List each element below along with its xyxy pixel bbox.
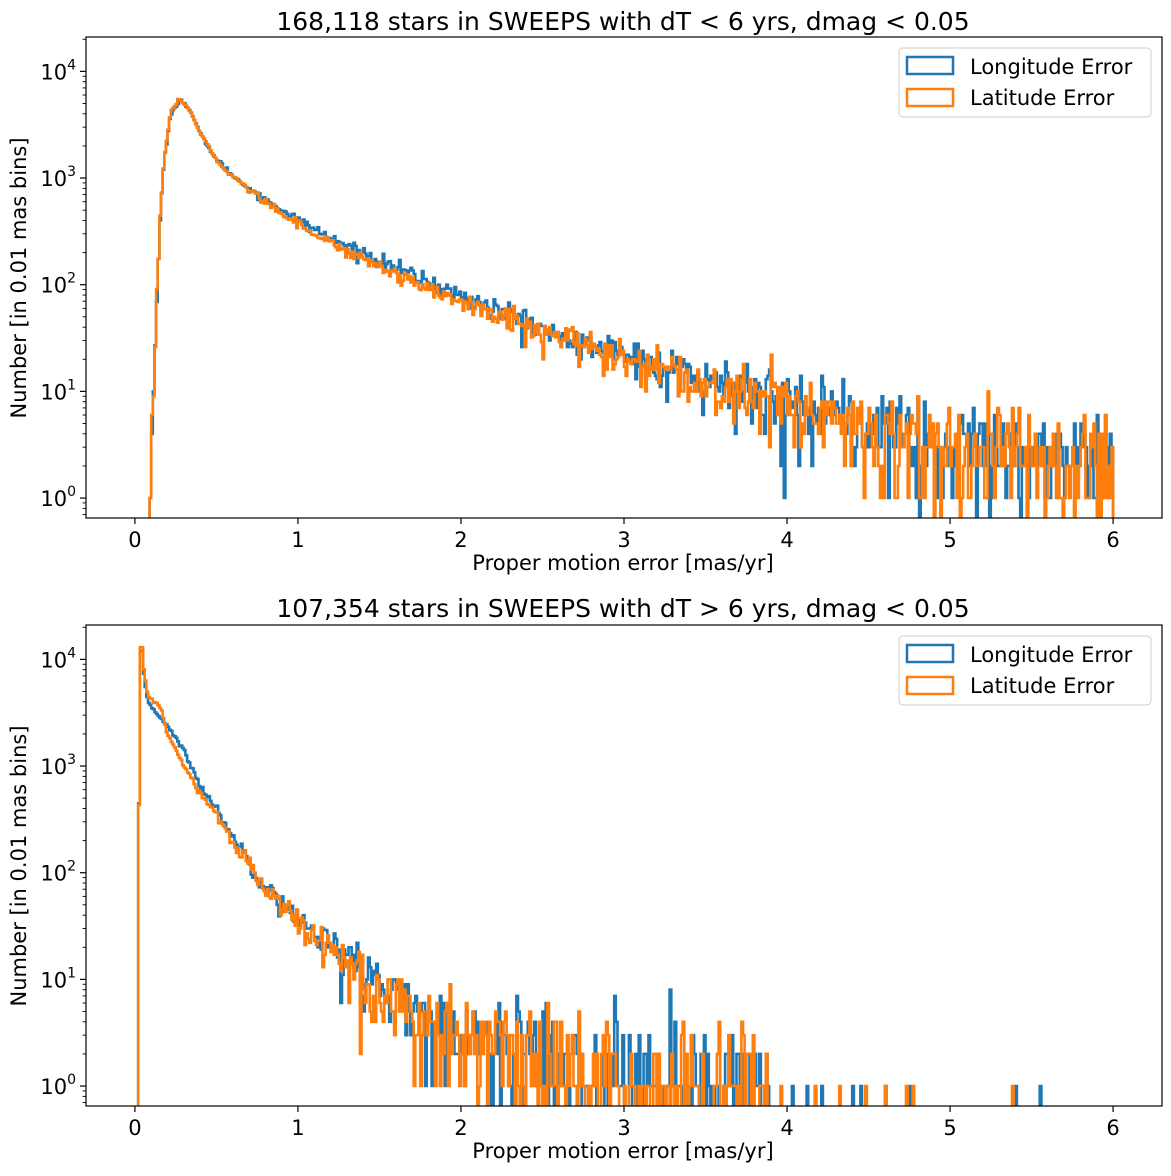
histogram-step-latitude bbox=[148, 97, 1115, 518]
legend: Longitude Error Latitude Error bbox=[898, 635, 1152, 706]
y-tick-label: 101 bbox=[40, 377, 76, 404]
legend-frame bbox=[898, 635, 1152, 706]
y-tick-label: 102 bbox=[40, 271, 76, 298]
x-tick-label: 2 bbox=[454, 1116, 467, 1140]
x-tick-label: 1 bbox=[291, 528, 304, 552]
legend-swatch-latitude bbox=[905, 87, 955, 108]
legend-frame bbox=[898, 47, 1152, 118]
y-tick-label: 102 bbox=[40, 859, 76, 886]
legend-label-latitude: Latitude Error bbox=[970, 86, 1115, 110]
legend-swatch-longitude bbox=[905, 55, 955, 76]
histogram-series-group bbox=[148, 97, 1115, 518]
x-tick-label: 1 bbox=[291, 1116, 304, 1140]
x-tick-label: 4 bbox=[780, 1116, 793, 1140]
x-tick-label: 0 bbox=[128, 1116, 141, 1140]
x-tick-label: 5 bbox=[943, 1116, 956, 1140]
y-tick-label: 100 bbox=[40, 484, 76, 511]
x-axis-label: Proper motion error [mas/yr] bbox=[472, 1139, 773, 1163]
y-tick-label: 103 bbox=[40, 752, 76, 779]
histogram-panel-1: 168,118 stars in SWEEPS with dT < 6 yrs,… bbox=[7, 7, 1163, 575]
x-tick-label: 6 bbox=[1106, 1116, 1119, 1140]
x-tick-label: 2 bbox=[454, 528, 467, 552]
legend-label-longitude: Longitude Error bbox=[970, 55, 1133, 79]
x-tick-label: 3 bbox=[617, 1116, 630, 1140]
y-tick-label: 104 bbox=[40, 645, 76, 672]
histogram-step-latitude bbox=[136, 645, 1015, 1106]
legend-label-latitude: Latitude Error bbox=[970, 674, 1115, 698]
x-tick-label: 6 bbox=[1106, 528, 1119, 552]
y-tick-label: 104 bbox=[40, 57, 76, 84]
legend-swatch-longitude bbox=[905, 643, 955, 664]
legend-swatch-latitude bbox=[905, 675, 955, 696]
legend: Longitude Error Latitude Error bbox=[898, 47, 1152, 118]
x-axis-label: Proper motion error [mas/yr] bbox=[472, 551, 773, 575]
y-axis-label: Number [in 0.01 mas bins] bbox=[7, 725, 31, 1006]
y-tick-label: 100 bbox=[40, 1072, 76, 1099]
histogram-series-group bbox=[136, 645, 1043, 1106]
legend-label-longitude: Longitude Error bbox=[970, 643, 1133, 667]
x-tick-label: 3 bbox=[617, 528, 630, 552]
y-tick-label: 103 bbox=[40, 164, 76, 191]
axes: 0 1 2 3 4 5 6 100 101 102 103 104 bbox=[40, 38, 1120, 552]
y-axis-label: Number [in 0.01 mas bins] bbox=[7, 137, 31, 418]
axes: 0 1 2 3 4 5 6 100 101 102 103 104 bbox=[40, 626, 1120, 1140]
y-tick-label: 101 bbox=[40, 965, 76, 992]
x-tick-label: 0 bbox=[128, 528, 141, 552]
histogram-panel-2: 107,354 stars in SWEEPS with dT > 6 yrs,… bbox=[7, 594, 1163, 1163]
chart-title: 168,118 stars in SWEEPS with dT < 6 yrs,… bbox=[276, 7, 969, 36]
x-tick-label: 5 bbox=[943, 528, 956, 552]
x-tick-label: 4 bbox=[780, 528, 793, 552]
chart-title: 107,354 stars in SWEEPS with dT > 6 yrs,… bbox=[276, 594, 969, 623]
